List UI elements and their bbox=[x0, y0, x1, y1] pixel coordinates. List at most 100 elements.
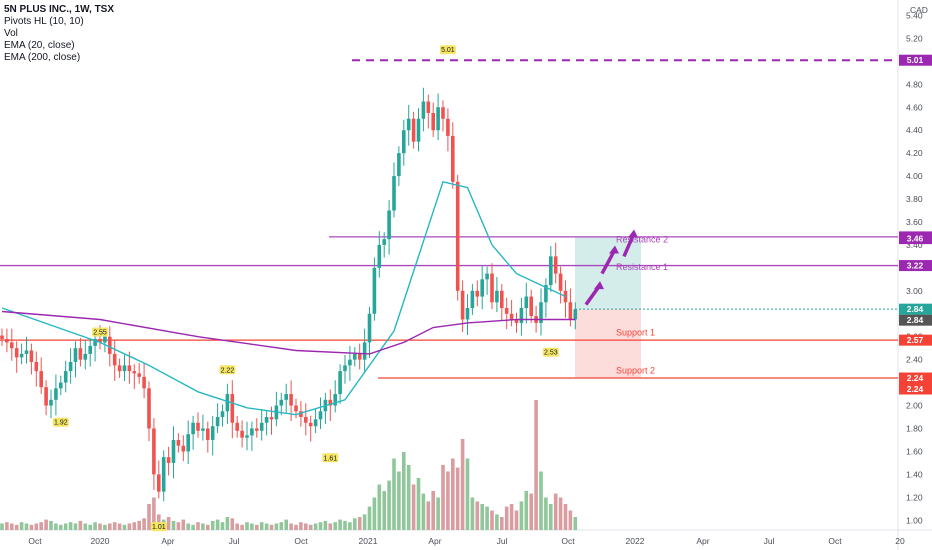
candle-body bbox=[98, 338, 102, 343]
volume-bar bbox=[529, 493, 533, 530]
volume-bar bbox=[470, 497, 475, 530]
chart-legend: 5N PLUS INC., 1W, TSX Pivots HL (10, 10)… bbox=[4, 4, 114, 64]
projection-arrowhead bbox=[594, 281, 604, 290]
candle-body bbox=[460, 290, 465, 320]
candle-body bbox=[206, 428, 210, 440]
volume-bar bbox=[313, 523, 318, 530]
price-tag: 2.24 bbox=[907, 373, 924, 383]
candle-body bbox=[524, 296, 529, 309]
candle-body bbox=[568, 302, 573, 320]
candle-body bbox=[39, 371, 43, 388]
volume-bar bbox=[49, 520, 53, 530]
candle-body bbox=[225, 394, 230, 412]
x-tick-label: 2021 bbox=[359, 536, 378, 546]
y-tick-label: 4.20 bbox=[906, 148, 923, 158]
volume-bar bbox=[446, 471, 450, 530]
currency-label: CAD bbox=[910, 5, 928, 15]
volume-bar bbox=[24, 523, 29, 530]
volume-bar bbox=[441, 465, 445, 530]
pivot-labels: 2.55 1.92 2.22 1.01 1.61 5.01 2.53 bbox=[52, 45, 559, 532]
candle-body bbox=[421, 101, 426, 119]
volume-bar bbox=[382, 491, 386, 530]
y-tick-label: 1.80 bbox=[906, 423, 923, 433]
candle-body bbox=[500, 290, 504, 309]
volume-bar bbox=[225, 517, 230, 530]
pivot-label-bg bbox=[322, 453, 339, 463]
volume-bar bbox=[0, 523, 4, 530]
candle-body bbox=[426, 101, 431, 113]
price-tag-bg bbox=[899, 372, 932, 384]
volume-bar bbox=[387, 480, 391, 530]
volume-bar bbox=[117, 523, 122, 530]
volume-bar bbox=[534, 400, 538, 530]
candle-body bbox=[495, 290, 499, 303]
candle-body bbox=[166, 457, 171, 463]
candle-body bbox=[63, 371, 68, 383]
candle-body bbox=[514, 319, 519, 323]
candle-body bbox=[250, 428, 254, 436]
stop-zone bbox=[575, 309, 641, 379]
indicator-ema200[interactable]: EMA (200, close) bbox=[4, 52, 81, 63]
candle-body bbox=[240, 430, 244, 438]
candle-body bbox=[152, 428, 156, 475]
price-tag-bg bbox=[899, 314, 932, 326]
candle-body bbox=[147, 388, 151, 429]
candle-body bbox=[132, 371, 137, 374]
candle-body bbox=[465, 308, 470, 320]
candle-body bbox=[284, 394, 288, 400]
volume-bar bbox=[495, 514, 499, 530]
volume-bar bbox=[196, 522, 200, 530]
symbol-title[interactable]: 5N PLUS INC., 1W, TSX bbox=[4, 4, 115, 15]
pivot-label-bg bbox=[150, 522, 167, 532]
candle-body bbox=[264, 417, 269, 423]
volume-bar bbox=[220, 522, 225, 530]
candle-body bbox=[338, 371, 342, 395]
volume-bar bbox=[93, 522, 97, 530]
candle-body bbox=[470, 290, 475, 309]
level-label: Resistance 2 bbox=[616, 235, 668, 245]
pivot-label: 2.55 bbox=[93, 329, 107, 336]
volume-bar bbox=[402, 452, 406, 530]
candle-body bbox=[34, 361, 39, 372]
indicator-pivots[interactable]: Pivots HL (10, 10) bbox=[4, 16, 84, 27]
volume-bar bbox=[426, 501, 431, 530]
y-tick-label: 4.40 bbox=[906, 125, 923, 135]
volume-bar bbox=[392, 458, 396, 530]
candle-body bbox=[73, 348, 78, 362]
indicator-volume[interactable]: Vol bbox=[4, 28, 18, 39]
candle-body bbox=[0, 335, 4, 339]
volume-bar bbox=[372, 497, 377, 530]
indicator-ema20[interactable]: EMA (20, close) bbox=[4, 40, 75, 51]
y-tick-label: 3.40 bbox=[906, 240, 923, 250]
pivot-label-bg bbox=[219, 365, 236, 375]
candle-body bbox=[377, 244, 382, 268]
volume-bar bbox=[397, 471, 401, 530]
candle-body bbox=[431, 112, 435, 131]
price-tag-bg bbox=[899, 383, 932, 395]
candle-body bbox=[475, 290, 480, 297]
y-tick-label: 3.00 bbox=[906, 286, 923, 296]
volume-bar bbox=[98, 523, 102, 530]
volume-bar bbox=[490, 510, 494, 530]
volume-bar bbox=[269, 524, 274, 530]
volume-bar bbox=[14, 524, 19, 530]
volume-bar bbox=[83, 523, 88, 530]
volume-bar bbox=[338, 519, 342, 530]
candle-body bbox=[49, 399, 53, 406]
candles bbox=[0, 87, 578, 502]
candle-body bbox=[142, 376, 146, 389]
volume-bar bbox=[558, 497, 563, 530]
y-tick-label: 5.20 bbox=[906, 33, 923, 43]
candle-body bbox=[220, 411, 225, 418]
candle-body bbox=[88, 345, 92, 354]
volume-bar bbox=[289, 523, 293, 530]
volume-bar bbox=[250, 523, 254, 530]
volume-bar bbox=[504, 506, 509, 530]
price-tag: 3.22 bbox=[907, 261, 924, 271]
candle-body bbox=[406, 118, 411, 131]
y-tick-label: 4.80 bbox=[906, 79, 923, 89]
volume-bar bbox=[235, 523, 239, 530]
y-tick-label: 1.20 bbox=[906, 492, 923, 502]
candle-body bbox=[328, 399, 333, 406]
